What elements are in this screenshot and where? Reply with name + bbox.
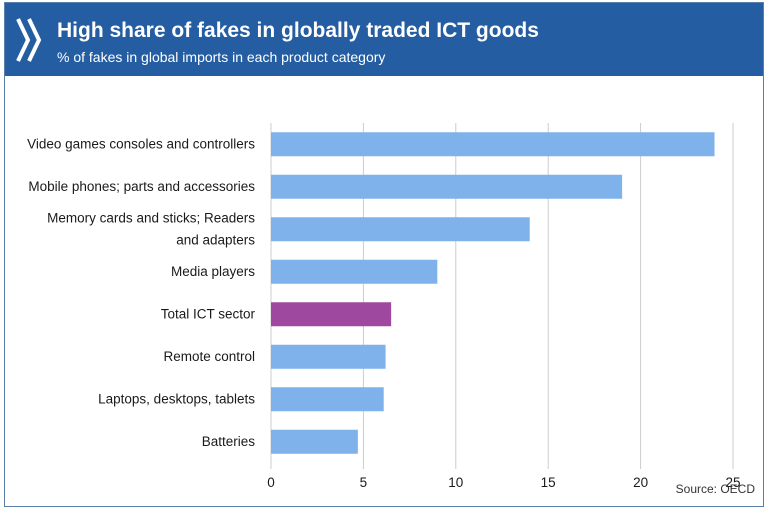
oecd-chevron-icon [16,18,42,62]
bar [271,174,623,199]
x-tick-label: 15 [541,475,556,490]
bar [271,132,715,157]
bar [271,259,438,284]
category-label: and adapters [176,232,255,247]
category-label: Media players [171,264,255,279]
bar [271,429,358,454]
chart-header: High share of fakes in globally traded I… [5,3,763,76]
x-tick-label: 10 [448,475,463,490]
x-tick-label: 25 [725,475,740,490]
category-label: Mobile phones; parts and accessories [28,179,255,194]
x-tick-label: 20 [633,475,648,490]
bar [271,217,530,242]
bar [271,344,386,369]
bar-chart: 0 5 10 15 20 25 Video games consoles and contr… [27,123,741,490]
x-tick-label: 5 [360,475,368,490]
category-label: Total ICT sector [161,306,256,321]
source-note: Source: OECD [675,482,755,496]
chart-subtitle: % of fakes in global imports in each pro… [57,49,386,65]
bar [271,387,384,412]
bar [271,302,392,327]
category-label: Remote control [163,349,255,364]
category-label: Batteries [202,434,256,449]
chart-title: High share of fakes in globally traded I… [57,19,539,42]
x-tick-label: 0 [267,475,275,490]
category-label: Video games consoles and controllers [27,136,255,151]
category-label: Laptops, desktops, tablets [98,391,255,406]
category-label: Memory cards and sticks; Readers [47,210,255,225]
chart-frame: High share of fakes in globally traded I… [4,2,764,507]
